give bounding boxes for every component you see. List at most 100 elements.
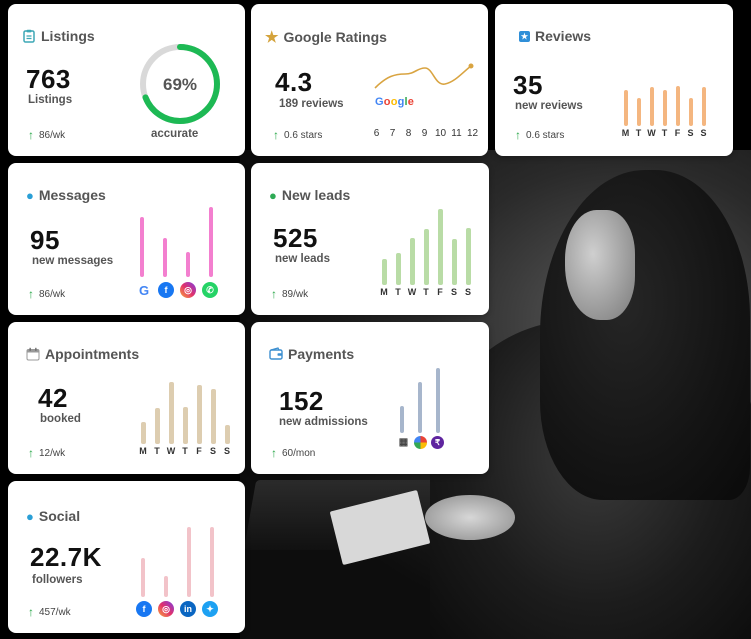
leads-day-label-5: F xyxy=(437,287,443,297)
social-card[interactable]: ● Social 22.7K followers ↑ 457/wk f ◎ in … xyxy=(8,481,245,633)
appointments-day-label-2: T xyxy=(154,446,160,456)
appointments-bar-chart xyxy=(141,382,230,444)
google-icon[interactable]: G xyxy=(136,282,152,298)
reviews-bar-2 xyxy=(637,98,641,126)
instagram-icon[interactable]: ◎ xyxy=(158,601,174,617)
social-trend: ↑ 457/wk xyxy=(28,605,71,619)
payments-bar-2 xyxy=(418,382,422,433)
qr-icon[interactable]: ▦ xyxy=(397,436,410,449)
appointments-day-label-4: T xyxy=(182,446,188,456)
payments-title-text: Payments xyxy=(288,346,355,362)
listings-trend-text: 86/wk xyxy=(39,129,66,141)
google-x-label-4: 9 xyxy=(421,128,428,139)
appointments-day-label-1: M xyxy=(139,446,147,456)
leads-title-text: New leads xyxy=(281,187,351,203)
reviews-day-label-4: T xyxy=(661,128,668,138)
reviews-value: 35 xyxy=(513,70,543,100)
social-network-icons: f ◎ in ✦ xyxy=(136,601,218,617)
wallet-icon xyxy=(269,347,283,360)
linkedin-icon[interactable]: in xyxy=(180,601,196,617)
whatsapp-icon[interactable]: ✆ xyxy=(202,282,218,298)
google-x-label-7: 12 xyxy=(466,128,479,139)
leads-title: ● New leads xyxy=(269,187,350,203)
star-badge-icon: ★ xyxy=(519,30,530,42)
messages-label: new messages xyxy=(32,255,114,267)
reviews-day-label-5: F xyxy=(674,128,681,138)
reviews-bar-5 xyxy=(676,86,680,126)
listings-title-text: Listings xyxy=(41,28,95,44)
leads-day-label-6: S xyxy=(450,287,457,297)
listings-value: 763 xyxy=(26,64,71,94)
twitter-icon[interactable]: ✦ xyxy=(202,601,218,617)
leads-bar-chart xyxy=(382,207,471,285)
social-bar-4 xyxy=(210,527,214,597)
calendar-icon xyxy=(26,347,40,361)
leads-bar-7 xyxy=(466,228,471,285)
social-bar-chart xyxy=(141,527,214,597)
payments-bar-1 xyxy=(400,406,404,433)
appointments-bar-7 xyxy=(225,425,230,444)
leads-label: new leads xyxy=(275,253,330,265)
appointments-bar-3 xyxy=(169,382,174,444)
payments-label: new admissions xyxy=(279,416,368,428)
social-bar-3 xyxy=(187,527,191,597)
social-title: ● Social xyxy=(26,508,80,524)
google-ratings-title: ★ Google Ratings xyxy=(265,28,387,46)
google-x-label-3: 8 xyxy=(405,128,412,139)
person-hand-image xyxy=(425,495,515,540)
listings-label: Listings xyxy=(28,94,73,106)
google-reviews-count: 189 reviews xyxy=(279,98,344,110)
person-face-image xyxy=(565,210,635,320)
leads-day-label-2: T xyxy=(395,287,401,297)
phonepe-icon[interactable]: ₹ xyxy=(431,436,444,449)
facebook-icon[interactable]: f xyxy=(136,601,152,617)
messages-channel-icons: G f ◎ ✆ xyxy=(136,282,218,298)
colorful-pay-icon[interactable] xyxy=(414,436,427,449)
social-label: followers xyxy=(32,574,83,586)
reviews-title: ★ Reviews xyxy=(519,28,591,44)
messages-bar-chart xyxy=(140,207,213,277)
google-trend-text: 0.6 stars xyxy=(284,129,323,141)
accuracy-caption: accurate xyxy=(151,128,199,140)
google-x-labels: 6 7 8 9 10 11 12 xyxy=(369,128,481,139)
up-arrow-icon: ↑ xyxy=(28,128,34,142)
leads-bar-5 xyxy=(438,209,443,285)
up-arrow-icon: ↑ xyxy=(271,446,277,460)
reviews-trend-text: 0.6 stars xyxy=(526,129,565,141)
flame-icon: ● xyxy=(269,187,277,203)
appointments-trend-text: 12/wk xyxy=(39,447,66,459)
accuracy-percent: 69% xyxy=(163,75,197,94)
google-logo: Google xyxy=(375,96,415,108)
google-trend: ↑ 0.6 stars xyxy=(273,128,322,142)
appointments-bar-6 xyxy=(211,389,216,444)
messages-card[interactable]: ● Messages 95 new messages ↑ 86/wk G f ◎ … xyxy=(8,163,245,315)
payments-trend-text: 60/mon xyxy=(282,447,316,459)
appointments-day-label-5: F xyxy=(196,446,202,456)
reviews-day-label-6: S xyxy=(687,128,694,138)
payments-card[interactable]: Payments 152 new admissions ↑ 60/mon ▦ ₹ xyxy=(251,322,489,474)
appointments-day-label-3: W xyxy=(166,446,176,456)
appointments-title: Appointments xyxy=(26,346,139,362)
listings-card[interactable]: Listings 763 Listings ↑ 86/wk 69% accurat… xyxy=(8,4,245,156)
reviews-bar-7 xyxy=(702,87,706,126)
leads-bar-4 xyxy=(424,229,429,285)
instagram-icon[interactable]: ◎ xyxy=(180,282,196,298)
appointments-trend: ↑ 12/wk xyxy=(28,446,65,460)
social-bar-2 xyxy=(164,576,168,597)
star-icon: ★ xyxy=(265,29,279,46)
payments-value: 152 xyxy=(279,386,324,416)
messages-bar-1 xyxy=(140,217,144,277)
facebook-icon[interactable]: f xyxy=(158,282,174,298)
messages-title: ● Messages xyxy=(26,187,106,203)
payments-bar-chart xyxy=(400,368,440,433)
google-ratings-card[interactable]: ★ Google Ratings 4.3 189 reviews ↑ 0.6 st… xyxy=(251,4,488,156)
appointments-day-label-6: S xyxy=(209,446,216,456)
clipboard-icon xyxy=(23,29,35,43)
reviews-label: new reviews xyxy=(515,100,583,112)
appointments-bar-2 xyxy=(155,408,160,444)
